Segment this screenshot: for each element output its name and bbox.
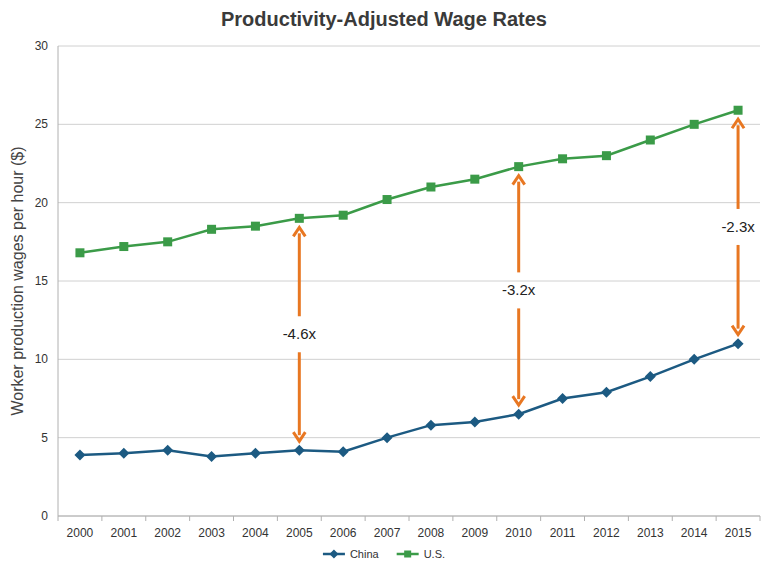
data-point <box>470 175 479 184</box>
y-tick-label: 20 <box>35 196 49 210</box>
data-point <box>646 136 655 145</box>
grid-line <box>58 124 760 125</box>
x-tick <box>584 516 585 521</box>
data-point <box>557 393 568 404</box>
y-axis-label: Worker production wages per hour ($) <box>9 146 26 415</box>
data-point <box>250 448 261 459</box>
legend-label: China <box>350 548 380 560</box>
chart: Productivity-Adjusted Wage Rates Worker p… <box>0 0 768 566</box>
x-tick <box>452 516 453 521</box>
x-tick <box>233 516 234 521</box>
data-point <box>383 195 392 204</box>
x-tick <box>409 516 410 521</box>
y-tick-label: 15 <box>35 274 49 288</box>
legend-marker <box>404 551 411 558</box>
data-point <box>425 420 436 431</box>
y-tick-label: 10 <box>35 352 49 366</box>
annotation-text: -2.3x <box>721 218 755 235</box>
data-point <box>251 222 260 231</box>
x-tick <box>716 516 717 521</box>
x-tick <box>760 516 761 521</box>
x-tick <box>101 516 102 521</box>
grid-line <box>58 46 760 47</box>
y-tick-label: 0 <box>41 509 48 523</box>
x-tick-label: 2006 <box>330 526 357 540</box>
grid-line <box>58 281 760 282</box>
annotation-text: -3.2x <box>502 281 536 298</box>
data-point <box>733 338 744 349</box>
data-point <box>74 449 85 460</box>
x-tick-label: 2001 <box>110 526 137 540</box>
plot-area <box>74 106 743 462</box>
data-point <box>206 451 217 462</box>
title: Productivity-Adjusted Wage Rates <box>221 8 547 30</box>
x-tick <box>189 516 190 521</box>
data-point <box>426 183 435 192</box>
x-tick-label: 2010 <box>505 526 532 540</box>
x-tick <box>321 516 322 521</box>
x-tick <box>277 516 278 521</box>
data-point <box>339 211 348 220</box>
x-tick-label: 2009 <box>461 526 488 540</box>
y-tick-label: 5 <box>41 431 48 445</box>
x-tick <box>496 516 497 521</box>
y-axis <box>58 46 59 516</box>
series-line <box>80 344 738 457</box>
x-tick <box>672 516 673 521</box>
data-point <box>645 371 656 382</box>
x-tick <box>58 516 59 521</box>
data-point <box>558 154 567 163</box>
series-line <box>80 110 738 253</box>
data-point <box>382 432 393 443</box>
annotation-text: -4.6x <box>283 325 317 342</box>
data-point <box>295 214 304 223</box>
data-point <box>75 248 84 257</box>
x-tick-label: 2000 <box>67 526 94 540</box>
data-point <box>338 446 349 457</box>
x-tick <box>628 516 629 521</box>
data-point <box>163 237 172 246</box>
x-tick-label: 2003 <box>198 526 225 540</box>
data-point <box>207 225 216 234</box>
y-tick-label: 25 <box>35 117 49 131</box>
data-point <box>294 445 305 456</box>
data-point <box>118 448 129 459</box>
legend-label: U.S. <box>424 548 445 560</box>
x-tick-label: 2012 <box>593 526 620 540</box>
data-point <box>690 120 699 129</box>
data-point <box>734 106 743 115</box>
grid-line <box>58 359 760 360</box>
x-tick-label: 2011 <box>550 526 576 540</box>
grid-line <box>58 202 760 203</box>
y-tick-label: 30 <box>35 39 49 53</box>
data-point <box>601 387 612 398</box>
data-point <box>162 445 173 456</box>
x-tick-label: 2008 <box>418 526 445 540</box>
data-point <box>689 354 700 365</box>
legend: China U.S. <box>323 548 445 560</box>
legend-item: U.S. <box>397 548 445 560</box>
legend-item: China <box>323 548 380 560</box>
x-tick <box>365 516 366 521</box>
x-tick-label: 2007 <box>374 526 401 540</box>
x-tick-label: 2005 <box>286 526 313 540</box>
grid-line <box>58 437 760 438</box>
x-tick-label: 2014 <box>681 526 708 540</box>
data-point <box>513 409 524 420</box>
x-tick <box>145 516 146 521</box>
x-tick-label: 2013 <box>637 526 664 540</box>
data-point <box>514 162 523 171</box>
data-point <box>469 417 480 428</box>
x-tick <box>540 516 541 521</box>
x-tick-label: 2002 <box>154 526 181 540</box>
legend-marker <box>329 550 338 559</box>
data-point <box>119 242 128 251</box>
data-point <box>602 151 611 160</box>
x-tick-label: 2004 <box>242 526 269 540</box>
x-tick-label: 2015 <box>725 526 752 540</box>
